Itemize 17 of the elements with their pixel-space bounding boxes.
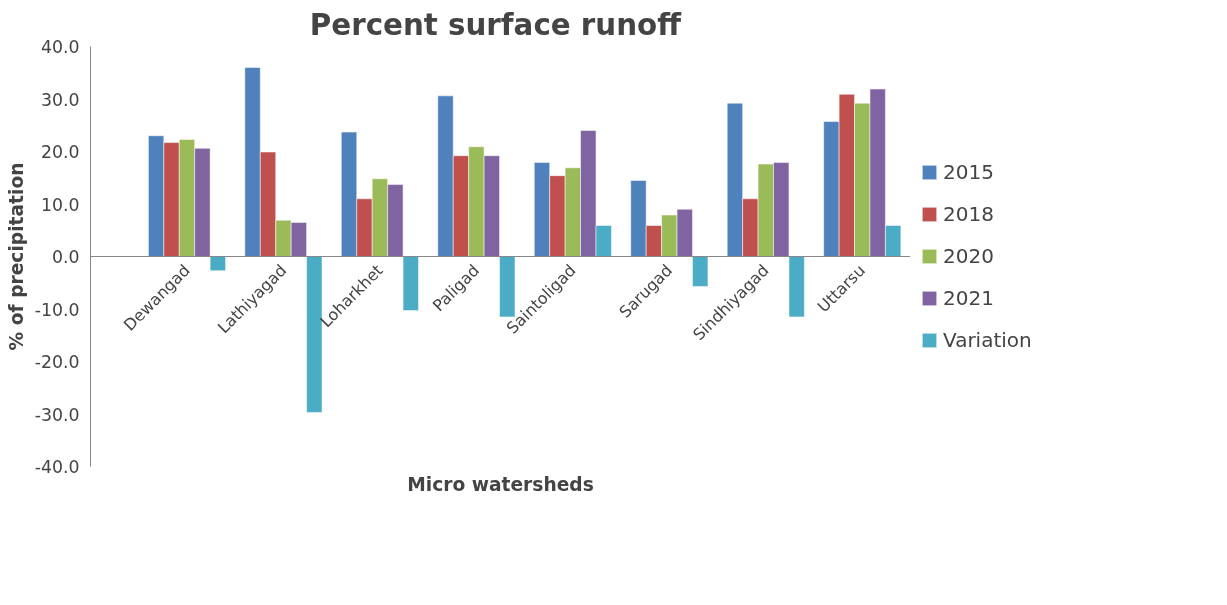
y-axis-title: % of precipitation <box>5 162 27 351</box>
legend-label: Variation <box>943 328 1032 352</box>
legend-label: 2015 <box>943 160 994 184</box>
chart-title: Percent surface runoff <box>309 7 683 42</box>
y-tick-label: 40.0 <box>40 37 80 57</box>
legend-label: 2018 <box>943 202 994 226</box>
y-tick-label: -40.0 <box>34 457 80 477</box>
x-axis-title: Micro watersheds <box>407 473 594 495</box>
y-tick-label: 30.0 <box>40 89 80 110</box>
y-tick-label: -10.0 <box>34 299 80 320</box>
y-tick-label: 20.0 <box>40 142 80 162</box>
y-tick-label: -30.0 <box>34 404 80 425</box>
y-tick-label: -20.0 <box>34 352 80 372</box>
legend-label: 2021 <box>943 286 994 310</box>
y-tick-label: 10.0 <box>40 194 80 215</box>
y-tick-label: 0.0 <box>51 247 80 267</box>
legend-label: 2020 <box>943 244 994 268</box>
